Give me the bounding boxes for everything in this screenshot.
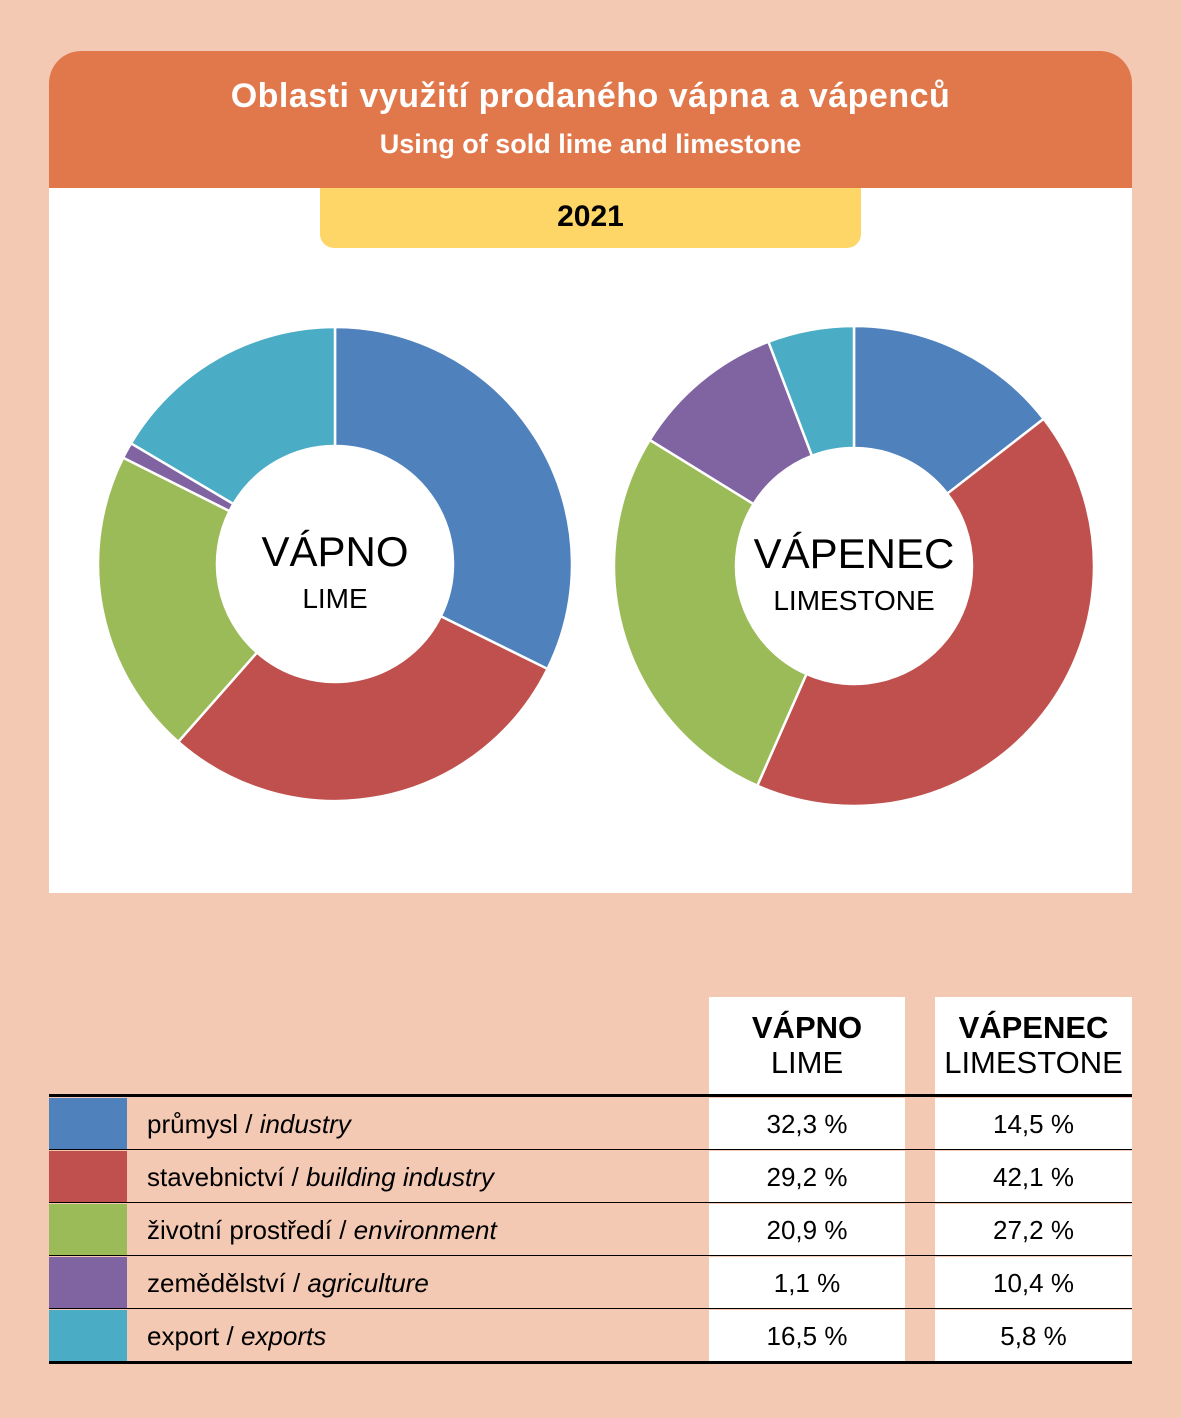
donut-limestone-slice-environment bbox=[612, 438, 809, 788]
col-header-lime-title: VÁPNO bbox=[751, 1010, 863, 1045]
donut-charts: VÁPNO LIME VÁPENEC LIMESTONE bbox=[96, 324, 1096, 808]
cell-limestone-value: 14,5 % bbox=[935, 1098, 1132, 1149]
legend-swatch bbox=[49, 1257, 127, 1308]
row-label: průmysl / industry bbox=[147, 1097, 351, 1151]
cell-limestone-value: 5,8 % bbox=[935, 1310, 1132, 1361]
legend-swatch bbox=[49, 1098, 127, 1149]
donut-lime-slice-environment bbox=[96, 456, 259, 744]
table-top-rule bbox=[49, 1094, 1132, 1097]
row-divider bbox=[49, 1308, 1132, 1309]
chart-card: Oblasti využití prodaného vápna a vápenc… bbox=[49, 51, 1132, 893]
donut-lime-center-subtitle: LIME bbox=[302, 583, 367, 614]
cell-limestone-value: 42,1 % bbox=[935, 1151, 1132, 1202]
donut-limestone-slice-exports bbox=[766, 324, 856, 458]
cell-lime-value: 1,1 % bbox=[709, 1257, 905, 1308]
col-header-lime-subtitle: LIME bbox=[770, 1045, 844, 1080]
cell-lime-value: 32,3 % bbox=[709, 1098, 905, 1149]
legend-swatch bbox=[49, 1310, 127, 1361]
row-label: stavebnictví / building industry bbox=[147, 1150, 494, 1204]
row-label: zemědělství / agriculture bbox=[147, 1256, 429, 1310]
cell-limestone-value: 27,2 % bbox=[935, 1204, 1132, 1255]
table-row: export / exports 16,5 % 5,8 % bbox=[49, 1309, 1132, 1361]
col-header-limestone-title: VÁPENEC bbox=[958, 1010, 1109, 1045]
cell-lime-value: 20,9 % bbox=[709, 1204, 905, 1255]
row-label: životní prostředí / environment bbox=[147, 1203, 497, 1257]
donut-lime-slice-industry bbox=[333, 325, 574, 671]
donut-limestone-slice-building-industry bbox=[755, 417, 1096, 808]
legend-swatch bbox=[49, 1204, 127, 1255]
row-divider bbox=[49, 1255, 1132, 1256]
row-label-en: exports bbox=[240, 1321, 327, 1351]
cell-lime-value: 29,2 % bbox=[709, 1151, 905, 1202]
chart-subtitle: Using of sold lime and limestone bbox=[379, 129, 802, 159]
data-table: VÁPNO LIME VÁPENEC LIMESTONE průmysl / i… bbox=[49, 997, 1132, 1365]
donut-lime-slice-exports bbox=[129, 325, 337, 506]
row-label-cz: stavebnictví / bbox=[147, 1162, 306, 1192]
table-row: průmysl / industry 32,3 % 14,5 % bbox=[49, 1097, 1132, 1149]
year-badge: 2021 bbox=[320, 188, 861, 248]
row-label-cz: export / bbox=[147, 1321, 241, 1351]
donut-lime-center-title: VÁPNO bbox=[261, 528, 408, 575]
col-header-limestone-subtitle: LIMESTONE bbox=[944, 1045, 1123, 1080]
table-row: zemědělství / agriculture 1,1 % 10,4 % bbox=[49, 1256, 1132, 1308]
table-bottom-rule bbox=[49, 1361, 1132, 1364]
cell-lime-value: 16,5 % bbox=[709, 1310, 905, 1361]
chart-header: Oblasti využití prodaného vápna a vápenc… bbox=[49, 51, 1132, 188]
table-row: životní prostředí / environment 20,9 % 27,… bbox=[49, 1203, 1132, 1255]
donut-limestone-slice-industry bbox=[852, 324, 1046, 496]
legend-swatch bbox=[49, 1151, 127, 1202]
row-label-en: industry bbox=[259, 1109, 351, 1139]
row-divider bbox=[49, 1202, 1132, 1203]
row-label-cz: životní prostředí / bbox=[147, 1215, 354, 1245]
donut-lime-slice-building-industry bbox=[176, 614, 550, 803]
row-label-en: environment bbox=[353, 1215, 497, 1245]
row-label-cz: zemědělství / bbox=[147, 1268, 308, 1298]
table-row: stavebnictví / building industry 29,2 % 42… bbox=[49, 1150, 1132, 1202]
chart-title: Oblasti využití prodaného vápna a vápenc… bbox=[230, 77, 951, 115]
row-label-en: agriculture bbox=[307, 1268, 429, 1298]
donut-limestone-center-title: VÁPENEC bbox=[754, 530, 955, 577]
cell-limestone-value: 10,4 % bbox=[935, 1257, 1132, 1308]
row-label: export / exports bbox=[147, 1309, 326, 1363]
col-header-limestone: VÁPENEC LIMESTONE bbox=[935, 997, 1132, 1094]
row-divider bbox=[49, 1149, 1132, 1150]
row-label-cz: průmysl / bbox=[147, 1109, 260, 1139]
row-label-en: building industry bbox=[305, 1162, 494, 1192]
col-header-lime: VÁPNO LIME bbox=[709, 997, 905, 1094]
donut-limestone-center-subtitle: LIMESTONE bbox=[773, 585, 934, 616]
